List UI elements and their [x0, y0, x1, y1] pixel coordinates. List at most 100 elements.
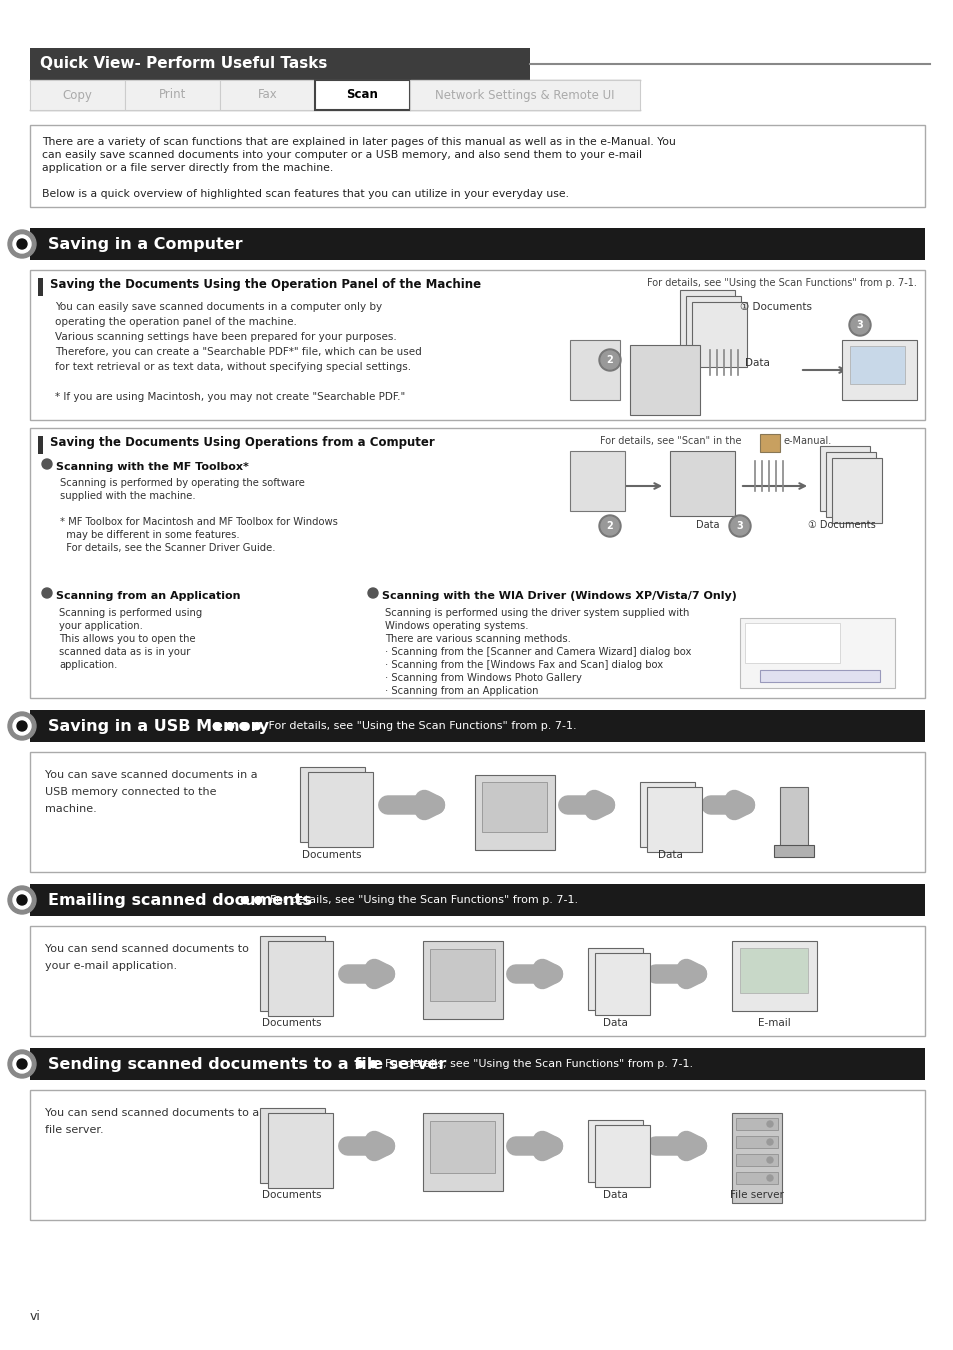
Text: ● ●  For details, see "Using the Scan Functions" from p. 7-1.: ● ● For details, see "Using the Scan Fun… [355, 1058, 693, 1069]
Bar [422, 1112, 502, 1191]
Bar [849, 346, 904, 383]
Text: ① Documents: ① Documents [807, 520, 875, 531]
Circle shape [766, 1157, 772, 1162]
Circle shape [17, 721, 27, 730]
Bar [30, 710, 924, 742]
Text: Windows operating systems.: Windows operating systems. [385, 621, 528, 630]
Bar [685, 296, 740, 360]
Text: Scanning is performed by operating the software: Scanning is performed by operating the s… [60, 478, 305, 487]
Text: file server.: file server. [45, 1125, 104, 1135]
Bar [735, 1154, 778, 1166]
Bar [38, 278, 43, 296]
Text: You can send scanned documents to: You can send scanned documents to [45, 944, 249, 954]
Circle shape [13, 235, 30, 252]
Text: application.: application. [59, 660, 117, 670]
Text: may be different in some features.: may be different in some features. [60, 531, 239, 540]
Text: USB memory connected to the: USB memory connected to the [45, 787, 216, 796]
Text: For details, see the Scanner Driver Guide.: For details, see the Scanner Driver Guid… [60, 543, 275, 554]
Text: Scanning is performed using: Scanning is performed using [59, 608, 202, 618]
Bar [735, 1135, 778, 1148]
Text: machine.: machine. [45, 805, 96, 814]
Bar [629, 346, 700, 414]
Text: Data: Data [696, 520, 719, 531]
Bar [780, 787, 807, 852]
Text: 3: 3 [856, 320, 862, 329]
Text: your application.: your application. [59, 621, 143, 630]
Bar [731, 941, 816, 1011]
Bar [268, 1112, 333, 1188]
Circle shape [766, 1139, 772, 1145]
Text: Documents: Documents [302, 850, 361, 860]
Circle shape [17, 239, 27, 248]
Text: Sending scanned documents to a file server: Sending scanned documents to a file serv… [48, 1057, 446, 1072]
Circle shape [368, 589, 377, 598]
Circle shape [17, 895, 27, 905]
Text: Therefore, you can create a "Searchable PDF*" file, which can be used: Therefore, you can create a "Searchable … [55, 347, 421, 356]
Text: Saving the Documents Using the Operation Panel of the Machine: Saving the Documents Using the Operation… [50, 278, 480, 292]
Bar [260, 936, 325, 1011]
Circle shape [13, 1054, 30, 1073]
Bar [740, 948, 807, 994]
Circle shape [766, 1174, 772, 1181]
Bar [422, 941, 502, 1019]
Bar [430, 1120, 495, 1173]
Text: Scan: Scan [346, 89, 378, 101]
Bar [639, 782, 695, 846]
Bar [30, 49, 530, 80]
Bar [30, 752, 924, 872]
Bar [569, 340, 619, 400]
Bar [268, 941, 333, 1017]
Text: E-mail: E-mail [757, 1018, 789, 1027]
Bar [481, 782, 546, 832]
Text: your e-mail application.: your e-mail application. [45, 961, 177, 971]
Text: Print: Print [158, 89, 186, 101]
Bar [831, 458, 882, 522]
Bar [735, 1172, 778, 1184]
Bar [125, 80, 220, 109]
Circle shape [598, 514, 620, 537]
Circle shape [8, 1050, 36, 1079]
Bar [30, 926, 924, 1035]
Text: Saving the Documents Using Operations from a Computer: Saving the Documents Using Operations fr… [50, 436, 435, 450]
Text: Scanning with the MF Toolbox*: Scanning with the MF Toolbox* [56, 462, 249, 472]
Bar [30, 1048, 924, 1080]
Text: You can send scanned documents to a: You can send scanned documents to a [45, 1108, 259, 1118]
Text: · Scanning from Windows Photo Gallery: · Scanning from Windows Photo Gallery [385, 674, 581, 683]
Circle shape [8, 886, 36, 914]
Text: Copy: Copy [63, 89, 92, 101]
Bar [760, 433, 780, 452]
Text: Scanning is performed using the driver system supplied with: Scanning is performed using the driver s… [385, 608, 689, 618]
Bar [308, 772, 373, 846]
Text: * MF Toolbox for Macintosh and MF Toolbox for Windows: * MF Toolbox for Macintosh and MF Toolbo… [60, 517, 337, 526]
Text: for text retrieval or as text data, without specifying special settings.: for text retrieval or as text data, with… [55, 362, 411, 373]
Text: There are various scanning methods.: There are various scanning methods. [385, 634, 570, 644]
Text: can easily save scanned documents into your computer or a USB memory, and also s: can easily save scanned documents into y… [42, 150, 641, 161]
Bar [30, 428, 924, 698]
Text: e-Manual.: e-Manual. [783, 436, 831, 446]
Bar [475, 775, 555, 850]
Text: Network Settings & Remote UI: Network Settings & Remote UI [435, 89, 614, 101]
Circle shape [8, 711, 36, 740]
Circle shape [728, 514, 750, 537]
Text: Emailing scanned documents: Emailing scanned documents [48, 892, 312, 907]
Bar [30, 270, 924, 420]
Bar [569, 451, 624, 512]
Text: This allows you to open the: This allows you to open the [59, 634, 195, 644]
Text: For details, see "Scan" in the: For details, see "Scan" in the [599, 436, 740, 446]
Text: ● ●  For details, see "Using the Scan Functions" from p. 7-1.: ● ● For details, see "Using the Scan Fun… [240, 895, 578, 905]
Bar [773, 845, 813, 857]
Text: For details, see "Using the Scan Functions" from p. 7-1.: For details, see "Using the Scan Functio… [646, 278, 916, 288]
Text: Fax: Fax [257, 89, 277, 101]
Text: Documents: Documents [262, 1189, 321, 1200]
Bar [30, 80, 125, 109]
Bar [30, 228, 924, 261]
Text: · Scanning from the [Windows Fax and Scan] dialog box: · Scanning from the [Windows Fax and Sca… [385, 660, 662, 670]
Bar [220, 80, 314, 109]
Bar [740, 618, 894, 688]
Bar [595, 953, 649, 1015]
Bar [735, 1118, 778, 1130]
Bar [587, 948, 642, 1010]
Bar [314, 80, 410, 109]
Circle shape [850, 316, 868, 333]
Text: There are a variety of scan functions that are explained in later pages of this : There are a variety of scan functions th… [42, 136, 675, 147]
